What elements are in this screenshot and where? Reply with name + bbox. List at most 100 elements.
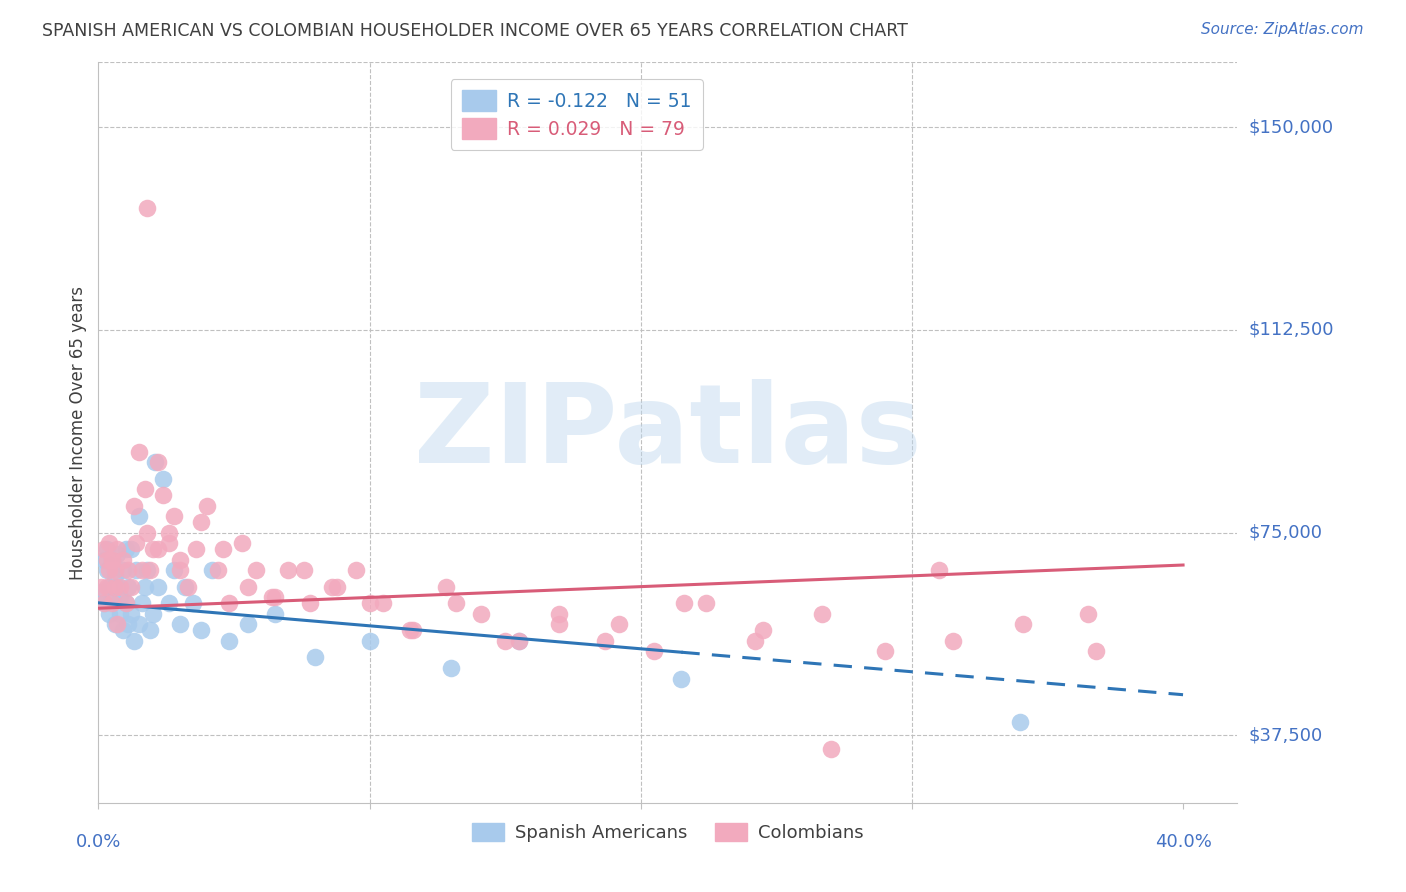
Point — [1010, 714, 1032, 729]
Point — [107, 541, 129, 556]
Point — [548, 617, 571, 632]
Point — [107, 617, 129, 632]
Text: 0.0%: 0.0% — [76, 833, 121, 851]
Point — [218, 633, 240, 648]
Point — [195, 499, 218, 513]
Point — [157, 536, 180, 550]
Point — [120, 580, 142, 594]
Point — [201, 563, 224, 577]
Point — [928, 563, 950, 577]
Point — [93, 552, 115, 566]
Point — [643, 644, 665, 658]
Point — [139, 563, 162, 577]
Point — [695, 596, 717, 610]
Point — [136, 563, 159, 577]
Text: $150,000: $150,000 — [1249, 119, 1333, 136]
Point — [470, 607, 492, 621]
Point — [277, 563, 299, 577]
Point — [595, 633, 617, 648]
Point — [190, 515, 212, 529]
Point — [183, 596, 205, 610]
Text: $112,500: $112,500 — [1249, 321, 1334, 339]
Point — [98, 536, 121, 550]
Point — [146, 541, 169, 556]
Text: $37,500: $37,500 — [1249, 726, 1323, 744]
Point — [96, 580, 118, 594]
Point — [811, 607, 834, 621]
Point — [93, 596, 115, 610]
Point — [111, 563, 134, 577]
Point — [90, 580, 112, 594]
Point — [117, 563, 139, 577]
Point — [104, 569, 127, 583]
Point — [122, 633, 145, 648]
Point — [128, 509, 150, 524]
Point — [446, 596, 468, 610]
Point — [93, 541, 115, 556]
Point — [136, 525, 159, 540]
Point — [236, 617, 259, 632]
Point — [152, 471, 174, 485]
Point — [508, 633, 530, 648]
Point — [114, 596, 136, 610]
Point — [344, 563, 367, 577]
Point — [101, 591, 124, 605]
Point — [169, 552, 191, 566]
Point — [942, 633, 965, 648]
Point — [294, 563, 316, 577]
Point — [101, 552, 124, 566]
Point — [111, 623, 134, 637]
Point — [122, 499, 145, 513]
Point — [120, 607, 142, 621]
Point — [120, 541, 142, 556]
Point — [93, 596, 115, 610]
Point — [169, 617, 191, 632]
Point — [263, 607, 285, 621]
Point — [402, 623, 425, 637]
Point — [131, 563, 153, 577]
Point — [163, 563, 186, 577]
Text: SPANISH AMERICAN VS COLOMBIAN HOUSEHOLDER INCOME OVER 65 YEARS CORRELATION CHART: SPANISH AMERICAN VS COLOMBIAN HOUSEHOLDE… — [42, 22, 908, 40]
Point — [174, 580, 197, 594]
Point — [245, 563, 267, 577]
Point — [101, 596, 124, 610]
Point — [117, 617, 139, 632]
Text: $75,000: $75,000 — [1249, 524, 1323, 541]
Legend: Spanish Americans, Colombians: Spanish Americans, Colombians — [465, 815, 870, 849]
Text: Source: ZipAtlas.com: Source: ZipAtlas.com — [1201, 22, 1364, 37]
Point — [190, 623, 212, 637]
Point — [231, 536, 253, 550]
Point — [177, 580, 200, 594]
Point — [298, 596, 321, 610]
Point — [139, 623, 162, 637]
Point — [101, 552, 124, 566]
Point — [263, 591, 285, 605]
Point — [218, 596, 240, 610]
Point — [304, 649, 326, 664]
Point — [440, 661, 463, 675]
Point — [136, 202, 159, 216]
Point — [142, 541, 165, 556]
Point — [128, 444, 150, 458]
Point — [134, 483, 156, 497]
Point — [125, 563, 148, 577]
Point — [163, 509, 186, 524]
Point — [152, 488, 174, 502]
Point — [111, 552, 134, 566]
Point — [607, 617, 630, 632]
Point — [820, 741, 842, 756]
Point — [142, 607, 165, 621]
Point — [321, 580, 343, 594]
Point — [104, 580, 127, 594]
Point — [260, 591, 283, 605]
Point — [108, 591, 131, 605]
Point — [98, 607, 121, 621]
Point — [134, 580, 156, 594]
Point — [169, 563, 191, 577]
Point — [107, 547, 129, 561]
Point — [1077, 607, 1099, 621]
Point — [212, 541, 235, 556]
Point — [1012, 617, 1035, 632]
Point — [744, 633, 766, 648]
Point — [873, 644, 896, 658]
